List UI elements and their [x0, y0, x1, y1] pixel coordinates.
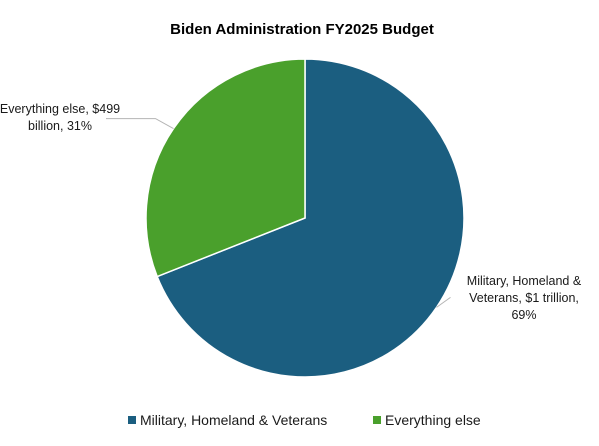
legend-swatch	[373, 416, 381, 424]
leader-line	[436, 296, 451, 308]
data-label-everything-else: Everything else, $499 billion, 31%	[0, 102, 174, 133]
legend-swatch	[128, 416, 136, 424]
legend-label: Everything else	[385, 412, 481, 428]
data-labels: Military, Homeland & Veterans, $1 trillio…	[0, 102, 582, 322]
leader-line	[106, 118, 174, 130]
data-label-line: 69%	[511, 308, 536, 322]
data-label-line: billion, 31%	[28, 119, 92, 133]
pie-slice-everything-else	[145, 58, 306, 278]
data-label-line: Everything else, $499	[0, 102, 120, 116]
data-label-military-homeland-veterans: Military, Homeland & Veterans, $1 trillio…	[436, 274, 582, 322]
legend-item-everything-else: Everything else	[373, 412, 481, 428]
pie-slices	[145, 58, 465, 378]
legend-label: Military, Homeland & Veterans	[140, 412, 327, 428]
data-label-line: Veterans, $1 trillion,	[469, 291, 579, 305]
legend-item-military-homeland-veterans: Military, Homeland & Veterans	[128, 412, 327, 428]
chart-title: Biden Administration FY2025 Budget	[170, 21, 434, 38]
data-label-line: Military, Homeland &	[467, 274, 582, 288]
legend: Military, Homeland & Veterans Everything …	[128, 412, 481, 428]
